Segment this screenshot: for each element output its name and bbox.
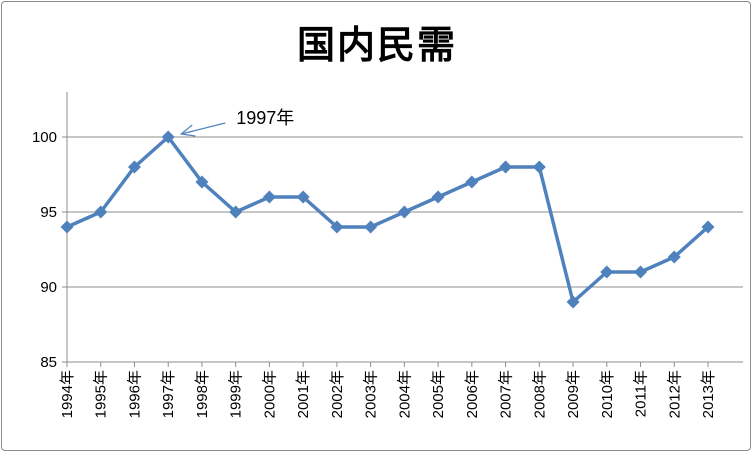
data-point — [431, 190, 445, 204]
x-tick-label: 1997年 — [160, 370, 177, 418]
x-tick-label: 2007年 — [498, 370, 515, 418]
data-point — [127, 160, 141, 174]
data-point — [499, 160, 513, 174]
x-tick-label: 2011年 — [633, 370, 650, 417]
x-tick-label: 2010年 — [599, 370, 616, 418]
data-point — [60, 220, 74, 234]
x-tick-label: 2004年 — [396, 370, 413, 418]
data-point — [229, 205, 243, 219]
data-point — [364, 220, 378, 234]
data-point — [330, 220, 344, 234]
x-tick-label: 2012年 — [666, 370, 683, 418]
x-tick-label: 2006年 — [464, 370, 481, 418]
data-point — [296, 190, 310, 204]
data-point — [667, 250, 681, 264]
y-tick-label: 90 — [40, 279, 57, 296]
data-series — [60, 130, 715, 309]
chart-title: 国内民需 — [296, 23, 457, 67]
axes — [62, 92, 743, 367]
x-tick-label: 2013年 — [700, 370, 717, 418]
data-point — [397, 205, 411, 219]
annotations: 1997年 — [179, 108, 294, 137]
x-tick-label: 2000年 — [261, 370, 278, 418]
x-tick-label: 1995年 — [93, 370, 110, 418]
annotation-arrow — [181, 122, 226, 135]
annotation-arrowhead — [179, 124, 196, 137]
x-tick-label: 1999年 — [228, 370, 245, 418]
x-tick-label: 2001年 — [295, 370, 312, 418]
x-tick-labels: 1994年 1995年 1996年 1997年 1998年 1999年 2000年 2001年… — [59, 370, 717, 418]
x-tick-label: 1994年 — [59, 370, 76, 418]
data-point — [161, 130, 175, 144]
data-point — [634, 265, 648, 279]
y-tick-label: 95 — [40, 204, 57, 221]
series-line — [66, 135, 710, 304]
y-tick-labels: 85 90 95 100 — [32, 129, 57, 371]
x-tick-label: 1998年 — [194, 370, 211, 418]
x-tick-label: 2003年 — [363, 370, 380, 418]
data-point — [465, 175, 479, 189]
x-tick-label: 2009年 — [565, 370, 582, 418]
data-point — [195, 175, 209, 189]
data-point — [532, 160, 546, 174]
annotation-label: 1997年 — [236, 108, 294, 128]
data-point — [701, 220, 715, 234]
x-tick-label: 2005年 — [430, 370, 447, 418]
data-point — [600, 265, 614, 279]
y-tick-label: 100 — [32, 129, 57, 146]
data-point — [566, 295, 580, 309]
x-tick-label: 2008年 — [531, 370, 548, 418]
x-tick-label: 2002年 — [329, 370, 346, 418]
y-tick-label: 85 — [40, 354, 57, 371]
data-point — [94, 205, 108, 219]
data-point — [262, 190, 276, 204]
x-tick-label: 1996年 — [126, 370, 143, 418]
